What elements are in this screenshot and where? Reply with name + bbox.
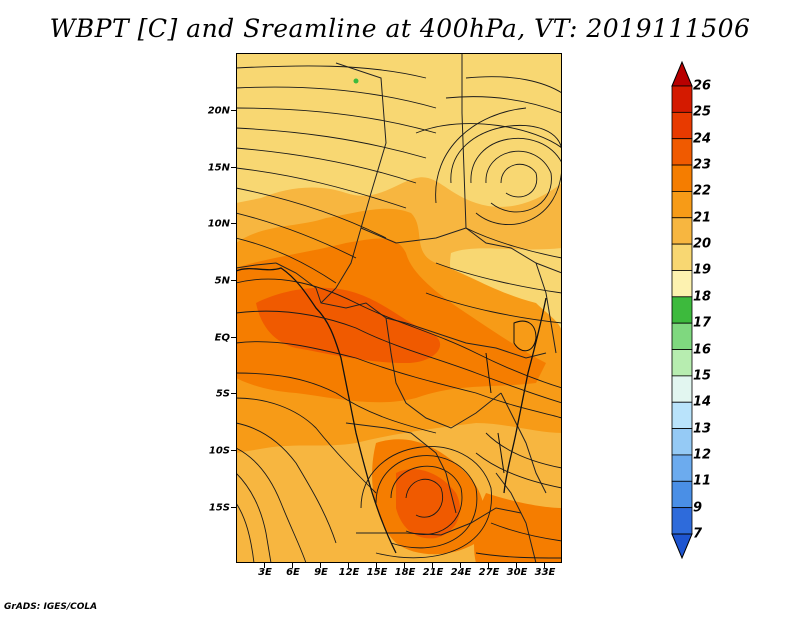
colorbar-segment — [671, 164, 693, 192]
map-panel — [236, 53, 562, 563]
lon-tick — [376, 563, 377, 568]
lon-label: 12E — [338, 567, 360, 578]
lon-tick — [432, 563, 433, 568]
colorbar-label: 21 — [693, 210, 712, 226]
streamlines — [236, 65, 562, 563]
lon-label: 21E — [422, 567, 444, 578]
colorbar-label: 23 — [693, 157, 712, 173]
borders — [236, 53, 562, 563]
colorbar-segment — [671, 480, 693, 509]
colorbar-segment — [671, 138, 693, 166]
colorbar-label: 11 — [693, 473, 712, 489]
colorbar-segment — [671, 322, 693, 350]
field-17-spot — [353, 78, 359, 84]
colorbar-segment — [671, 454, 693, 482]
lat-tick — [231, 223, 236, 224]
lat-tick — [231, 393, 236, 394]
colorbar-segment — [671, 217, 693, 245]
colorbar-segment — [671, 270, 693, 298]
lon-label: 33E — [534, 567, 556, 578]
lat-tick — [231, 507, 236, 508]
colorbar-label: 22 — [693, 183, 712, 199]
lat-label: 10S — [208, 445, 230, 457]
lat-tick — [231, 110, 236, 111]
colorbar-segment — [671, 85, 693, 113]
lat-label: 5N — [214, 275, 230, 287]
lat-tick — [231, 450, 236, 451]
lon-tick — [488, 563, 489, 568]
field-23-south-core — [396, 469, 460, 539]
colorbar-bottom-arrow — [671, 533, 693, 560]
lon-label: 9E — [314, 567, 328, 578]
lat-label: 20N — [207, 105, 230, 117]
colorbar-segment — [671, 243, 693, 271]
lat-label: 15S — [208, 502, 230, 514]
colorbar-label: 25 — [693, 104, 712, 120]
lat-tick — [231, 337, 236, 338]
lon-tick — [264, 563, 265, 568]
plot-title: WBPT [C] and Sreamline at 400hPa, VT: 20… — [49, 14, 751, 43]
lon-tick — [292, 563, 293, 568]
lat-label: 10N — [207, 218, 230, 230]
colorbar-segment — [671, 428, 693, 456]
colorbar-label: 13 — [693, 421, 712, 437]
field-22-southeast — [474, 493, 562, 563]
lon-label: 15E — [366, 567, 388, 578]
colorbar-label: 7 — [693, 526, 703, 542]
lon-tick — [516, 563, 517, 568]
lon-label: 27E — [478, 567, 500, 578]
colorbar-label: 17 — [693, 315, 712, 331]
grads-credit: GrADS: IGES/COLA — [4, 602, 98, 612]
lon-tick — [460, 563, 461, 568]
colorbar-segment — [671, 111, 693, 140]
colorbar-label: 26 — [693, 78, 712, 94]
lat-tick — [231, 167, 236, 168]
lon-label: 18E — [394, 567, 416, 578]
lat-tick — [231, 280, 236, 281]
colorbar-label: 9 — [693, 500, 703, 516]
colorbar-label: 24 — [693, 131, 712, 147]
colorbar — [671, 60, 693, 560]
coastline — [236, 267, 547, 554]
colorbar-segment — [671, 507, 693, 535]
lat-label: 15N — [207, 162, 230, 174]
lon-tick — [404, 563, 405, 568]
lon-label: 6E — [286, 567, 300, 578]
colorbar-segment — [671, 296, 693, 324]
colorbar-label: 15 — [693, 368, 712, 384]
colorbar-segment — [671, 401, 693, 429]
colorbar-label: 20 — [693, 236, 712, 252]
colorbar-segment — [671, 375, 693, 403]
colorbar-label: 18 — [693, 289, 712, 305]
lon-label: 30E — [506, 567, 528, 578]
colorbar-label: 14 — [693, 394, 712, 410]
lon-tick — [320, 563, 321, 568]
lon-label: 24E — [450, 567, 472, 578]
colorbar-segment — [671, 191, 693, 219]
colorbar-label: 19 — [693, 262, 712, 278]
lat-label: EQ — [214, 332, 230, 344]
field-19-north — [236, 53, 562, 207]
lon-label: 3E — [258, 567, 272, 578]
colorbar-label: 16 — [693, 342, 712, 358]
lat-label: 5S — [215, 388, 230, 400]
lakes — [485, 320, 537, 474]
colorbar-segment — [671, 349, 693, 377]
colorbar-label: 12 — [693, 447, 712, 463]
lon-tick — [348, 563, 349, 568]
lon-tick — [544, 563, 545, 568]
colorbar-top-arrow — [671, 60, 693, 87]
